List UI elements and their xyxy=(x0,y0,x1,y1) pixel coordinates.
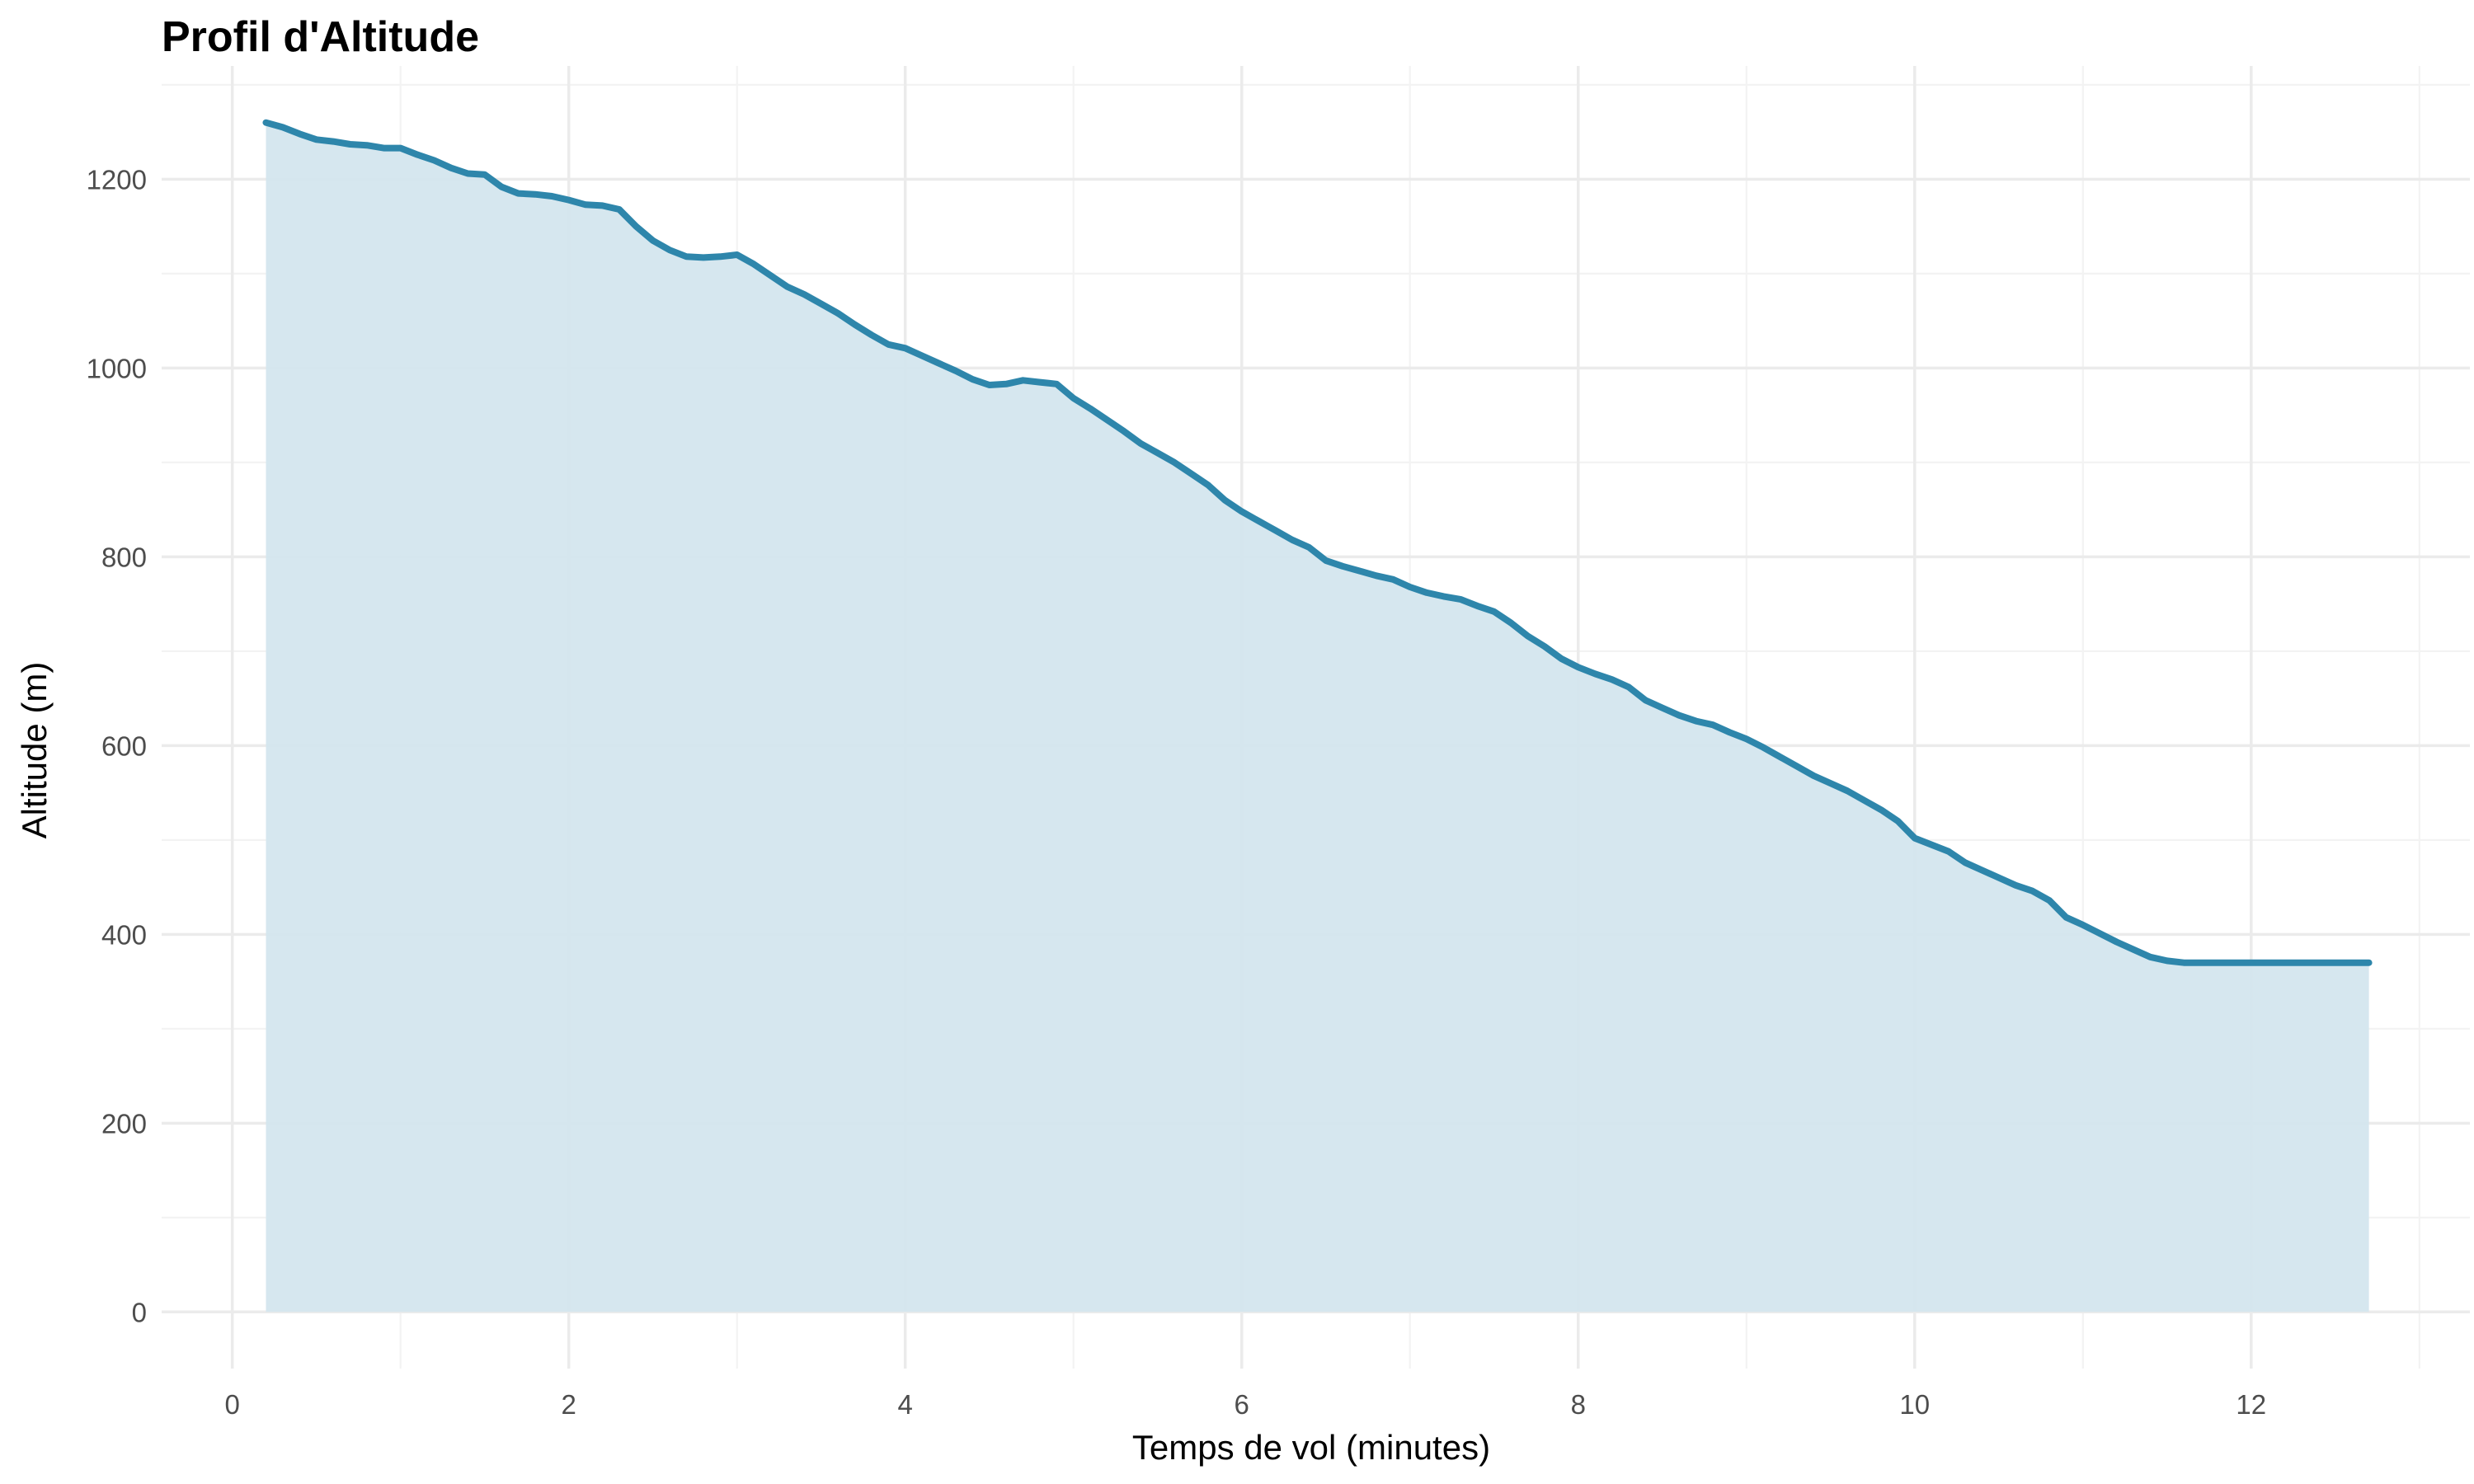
x-axis-label: Temps de vol (minutes) xyxy=(1132,1428,1490,1467)
x-tick-label: 10 xyxy=(1899,1389,1930,1420)
y-tick-label: 1200 xyxy=(87,164,147,195)
y-tick-label: 400 xyxy=(101,919,147,950)
y-axis-label: Altitude (m) xyxy=(15,662,54,839)
y-axis-ticks: 0 200 400 600 800 1000 1200 xyxy=(87,164,147,1327)
x-tick-label: 0 xyxy=(225,1389,240,1420)
x-tick-label: 6 xyxy=(1235,1389,1249,1420)
x-tick-label: 2 xyxy=(562,1389,576,1420)
y-tick-label: 800 xyxy=(101,542,147,572)
y-tick-label: 0 xyxy=(132,1297,147,1327)
x-tick-label: 4 xyxy=(898,1389,913,1420)
x-axis-ticks: 0 2 4 6 8 10 12 xyxy=(225,1389,2267,1420)
x-tick-label: 12 xyxy=(2236,1389,2266,1420)
y-tick-label: 200 xyxy=(101,1108,147,1139)
series-line xyxy=(262,119,2373,966)
x-tick-label: 8 xyxy=(1571,1389,1586,1420)
area-fill xyxy=(266,122,2369,1313)
y-tick-label: 1000 xyxy=(87,353,147,383)
chart-title: Profil d'Altitude xyxy=(162,13,479,61)
y-tick-label: 600 xyxy=(101,730,147,761)
